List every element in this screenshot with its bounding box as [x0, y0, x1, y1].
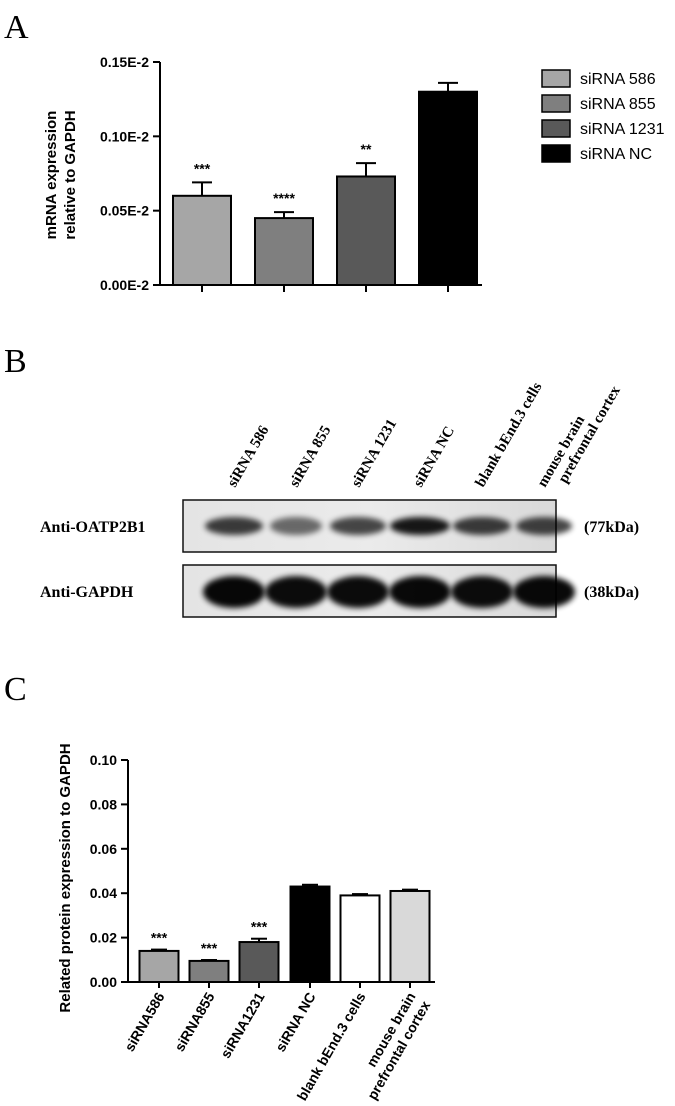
chart-c-ytick-label: 0.02	[90, 930, 117, 946]
chart-a-ylabel-text: mRNA expression relative to GAPDH	[43, 110, 79, 239]
chart-c-bar	[389, 889, 431, 983]
chart-a-yticks: 0.00E-2 0.05E-2 0.10E-2 0.15E-2	[100, 54, 160, 293]
chart-a-ytick-label: 0.00E-2	[100, 277, 149, 293]
chart-c-ytick-label: 0.08	[90, 796, 117, 812]
chart-a-significance: **	[361, 141, 372, 157]
chart-c-bars: *** *** ***	[138, 883, 431, 983]
western-blot: siRNA 586 siRNA 855 siRNA 1231 siRNA NC blan…	[40, 375, 639, 618]
blot-band	[205, 517, 263, 535]
chart-a-bars: *********	[172, 81, 478, 287]
chart-a-significance: ***	[194, 160, 211, 176]
panel-letter-c: C	[4, 671, 27, 708]
chart-c-significance: ***	[251, 919, 268, 935]
blot-rows: Anti-OATP2B1 (77kDa) Anti-GAPDH (38kDa)	[40, 499, 639, 618]
blot-lane-label: siRNA 855	[287, 423, 335, 490]
chart-c-significance: ***	[151, 930, 168, 946]
blot-lane-labels: siRNA 586 siRNA 855 siRNA 1231 siRNA NC blan…	[225, 375, 624, 498]
blot-band	[203, 576, 265, 608]
chart-a: mRNA expression relative to GAPDH 0.00E-2…	[43, 54, 665, 293]
chart-a-legend-label: siRNA 1231	[580, 121, 665, 138]
chart-c-bar	[238, 941, 280, 983]
blot-lane-label: siRNA 1231	[349, 417, 401, 490]
chart-a-legend-label: siRNA 855	[580, 96, 656, 113]
blot-band	[451, 576, 513, 608]
panel-letter-a: A	[4, 9, 29, 46]
chart-c-bar	[138, 949, 180, 983]
chart-c-ytick-label: 0.04	[90, 885, 117, 901]
blot-lane-label: siRNA NC	[411, 424, 458, 490]
blot-row-size: (77kDa)	[584, 519, 639, 536]
chart-a-legend-label: siRNA 586	[580, 71, 656, 88]
chart-a-ylabel: mRNA expression relative to GAPDH	[43, 110, 79, 239]
blot-band	[390, 517, 450, 535]
chart-c-significance: ***	[201, 940, 218, 956]
chart-c-bar	[289, 885, 331, 983]
chart-c-bar	[188, 959, 230, 983]
chart-a-legend-swatch	[541, 69, 571, 88]
chart-c-bar	[339, 894, 381, 983]
chart-a-bar	[172, 194, 232, 286]
chart-c-category-label: siRNA NC	[272, 990, 319, 1055]
chart-a-ytick-label: 0.15E-2	[100, 54, 149, 70]
blot-band	[270, 517, 322, 535]
chart-c-ytick-label: 0.00	[90, 974, 117, 990]
panel-letter-b: B	[4, 343, 27, 380]
blot-band	[265, 576, 327, 608]
blot-lane-label: blank bEnd.3 cells	[473, 380, 546, 490]
chart-c-ytick-label: 0.06	[90, 841, 117, 857]
chart-a-ytick-label: 0.10E-2	[100, 128, 149, 144]
chart-c-ylabel: Related protein expression to GAPDH	[57, 743, 74, 1012]
blot-band	[327, 576, 389, 608]
chart-a-bar	[418, 90, 478, 286]
blot-band	[516, 517, 572, 535]
chart-c-category-label: siRNA855	[171, 989, 218, 1054]
chart-c: Related protein expression to GAPDH 0.00…	[57, 743, 435, 1103]
chart-c-category-label: siRNA1231	[217, 989, 268, 1061]
chart-a-legend: siRNA 586 siRNA 855 siRNA 1231 siRNA NC	[541, 69, 665, 163]
blot-row-label: Anti-OATP2B1	[40, 519, 145, 536]
chart-a-legend-swatch	[541, 144, 571, 163]
blot-band	[513, 576, 575, 608]
chart-a-significance: ****	[273, 190, 295, 206]
chart-c-ylabel-text: Related protein expression to GAPDH	[57, 743, 74, 1012]
chart-a-legend-swatch	[541, 119, 571, 138]
chart-a-bar	[254, 217, 314, 287]
blot-band	[453, 517, 511, 535]
blot-row-label: Anti-GAPDH	[40, 584, 134, 601]
chart-a-ytick-label: 0.05E-2	[100, 203, 149, 219]
blot-band	[389, 576, 451, 608]
chart-c-yticks: 0.00 0.02 0.04 0.06 0.08 0.10	[90, 752, 128, 990]
chart-a-bar	[336, 175, 396, 286]
blot-band	[330, 517, 386, 535]
chart-a-legend-swatch	[541, 94, 571, 113]
blot-lane-label: mouse brainprefrontal cortex	[535, 375, 624, 498]
blot-lane-label: siRNA 586	[225, 423, 273, 490]
blot-row-size: (38kDa)	[584, 584, 639, 601]
chart-c-ytick-label: 0.10	[90, 752, 117, 768]
chart-a-legend-label: siRNA NC	[580, 146, 652, 163]
chart-c-category-label: siRNA586	[121, 989, 168, 1054]
